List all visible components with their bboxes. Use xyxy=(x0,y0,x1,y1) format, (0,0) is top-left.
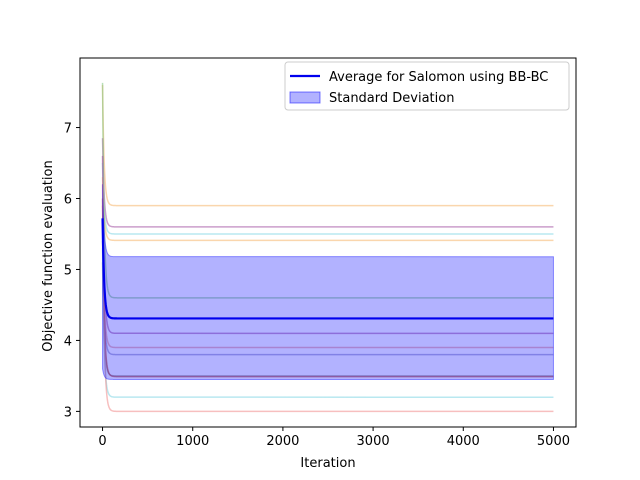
run-line-2 xyxy=(101,138,554,228)
y-tick-label: 3 xyxy=(64,405,72,420)
y-axis-title: Objective function evaluation xyxy=(41,160,56,351)
x-tick-label: 4000 xyxy=(447,434,480,449)
y-tick-label: 7 xyxy=(64,122,72,137)
x-tick-label: 1000 xyxy=(176,434,209,449)
x-tick-label: 2000 xyxy=(266,434,299,449)
std-deviation-band xyxy=(102,184,554,380)
x-tick-label: 5000 xyxy=(537,434,570,449)
x-axis-title: Iteration xyxy=(300,456,355,471)
y-tick-label: 6 xyxy=(64,193,72,208)
plot-frame xyxy=(79,57,577,428)
run-line-1 xyxy=(101,84,554,207)
run-line-12 xyxy=(101,184,554,413)
run-line-5 xyxy=(101,82,554,299)
average-line xyxy=(101,218,554,320)
legend-box xyxy=(284,61,570,111)
y-axis-ticks: 3 4 5 6 7 xyxy=(64,122,80,420)
legend-std-swatch xyxy=(289,91,321,104)
y-tick-label: 5 xyxy=(64,263,72,278)
legend: Average for Salomon using BB-BC Standard… xyxy=(284,61,570,111)
legend-std-label: Standard Deviation xyxy=(329,91,454,106)
legend-average-label: Average for Salomon using BB-BC xyxy=(329,70,548,85)
run-line-4 xyxy=(101,177,554,242)
x-tick-label: 0 xyxy=(98,434,106,449)
y-tick-label: 4 xyxy=(64,334,72,349)
x-axis-ticks: 0 1000 2000 3000 4000 5000 xyxy=(98,427,570,449)
x-tick-label: 3000 xyxy=(357,434,390,449)
run-line-3 xyxy=(101,163,554,235)
